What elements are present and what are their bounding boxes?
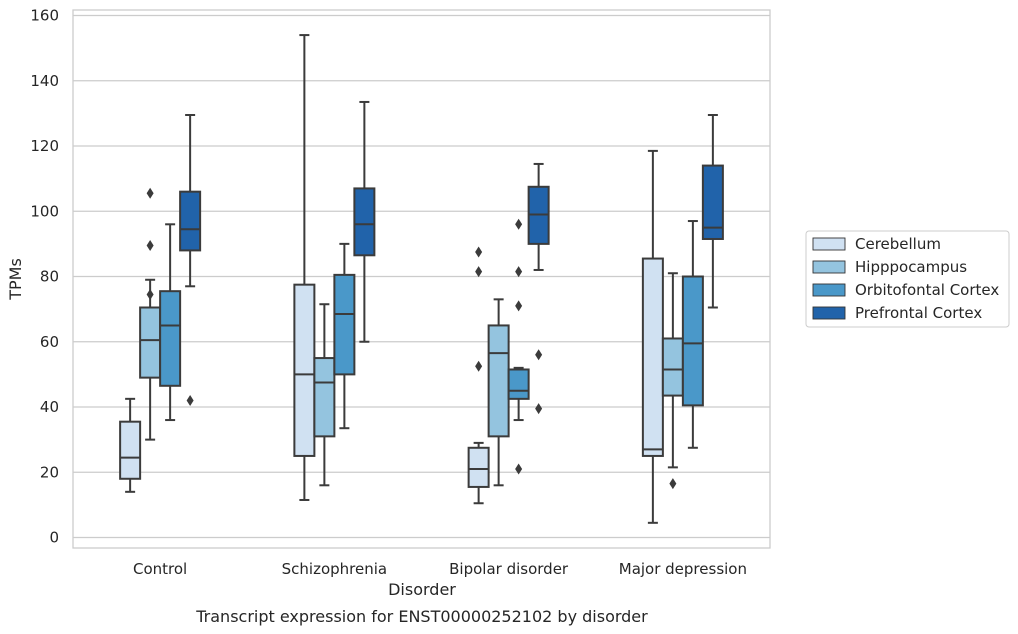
box [333, 242, 356, 430]
x-tick-label: Bipolar disorder [449, 560, 569, 578]
outlier-marker [535, 349, 543, 361]
plot-area [72, 9, 771, 549]
y-tick-label: 120 [30, 137, 59, 155]
legend-label: Hipppocampus [855, 258, 967, 276]
box-body [701, 164, 724, 240]
legend-swatch [812, 306, 846, 320]
y-tick-label: 0 [49, 529, 59, 547]
box [681, 220, 704, 449]
legend-swatch [812, 283, 846, 297]
box [507, 218, 530, 475]
box [661, 272, 684, 490]
y-axis-label: TPMs [6, 258, 25, 301]
box-body [487, 324, 510, 438]
box-body [159, 290, 182, 387]
y-axis-ticks: 0 20 40 60 80 100 120 140 160 [30, 7, 59, 547]
outlier-marker [475, 266, 483, 278]
box-body [507, 368, 530, 400]
box [641, 149, 664, 524]
outlier-marker [515, 300, 523, 312]
x-tick-label: Control [133, 560, 187, 578]
box-body [333, 273, 356, 376]
box-body [641, 257, 664, 457]
x-axis-ticks: Control Schizophrenia Bipolar disorder Majo… [133, 560, 747, 578]
box-body [293, 283, 316, 457]
box-body [353, 187, 376, 257]
box-body [681, 275, 704, 407]
box [159, 223, 182, 422]
legend-label: Prefrontal Cortex [855, 304, 982, 322]
outlier-marker [146, 187, 154, 199]
box-body [119, 420, 142, 480]
box-body [467, 446, 490, 488]
legend: Cerebellum Hipppocampus Orbitofontal Corte… [805, 230, 1010, 328]
box-body [139, 306, 162, 379]
y-tick-label: 140 [30, 72, 59, 90]
legend-frame [805, 230, 1010, 328]
y-tick-label: 60 [40, 333, 59, 351]
box [467, 246, 490, 505]
legend-swatch [812, 260, 846, 274]
outlier-marker [669, 478, 677, 490]
box-body [313, 357, 336, 438]
outlier-marker [515, 266, 523, 278]
x-tick-label: Major depression [619, 560, 747, 578]
legend-label: Orbitofontal Cortex [855, 281, 999, 299]
y-tick-label: 100 [30, 202, 59, 220]
y-tick-label: 40 [40, 398, 59, 416]
legend-swatch [812, 237, 846, 251]
x-axis-label: Disorder [388, 580, 456, 599]
outlier-marker [535, 403, 543, 415]
outlier-marker [475, 360, 483, 372]
legend-label: Cerebellum [855, 235, 941, 253]
outlier-marker [515, 218, 523, 230]
box [353, 100, 376, 343]
outlier-marker [475, 246, 483, 258]
box [701, 114, 724, 309]
box-body [179, 190, 202, 252]
box [179, 114, 202, 406]
boxes [119, 34, 724, 524]
chart-caption: Transcript expression for ENST0000025210… [195, 607, 648, 626]
y-tick-label: 160 [30, 7, 59, 25]
outlier-marker [146, 240, 154, 252]
outlier-marker [186, 394, 194, 406]
box-body [661, 337, 684, 397]
x-tick-label: Schizophrenia [282, 560, 387, 578]
y-tick-label: 80 [40, 268, 59, 286]
box [527, 162, 550, 415]
outlier-marker [146, 288, 154, 300]
y-tick-label: 20 [40, 463, 59, 481]
box [313, 303, 336, 487]
outlier-marker [515, 463, 523, 475]
box [119, 397, 142, 493]
